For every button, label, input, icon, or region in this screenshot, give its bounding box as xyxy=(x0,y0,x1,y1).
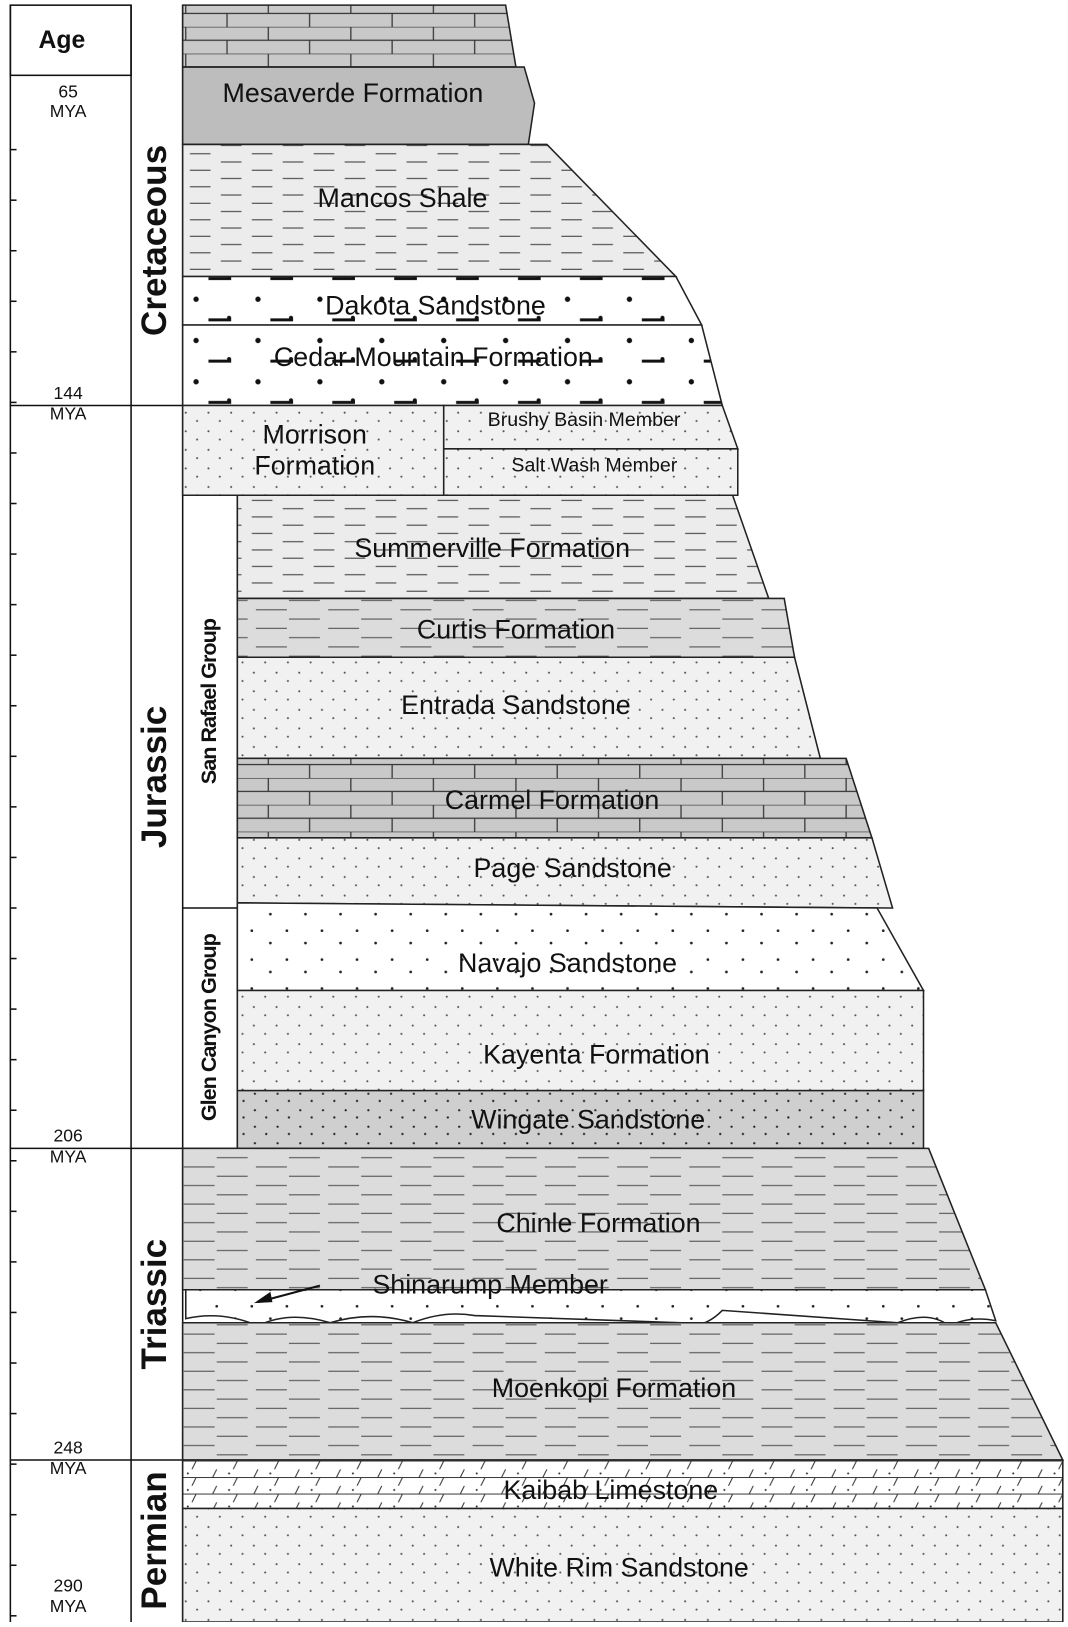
formation-label: Curtis Formation xyxy=(417,615,615,645)
age-value: 144 xyxy=(54,383,84,403)
formation-label: White Rim Sandstone xyxy=(489,1552,748,1582)
age-value: 65 xyxy=(58,82,78,102)
formation-label: Dakota Sandstone xyxy=(325,291,546,321)
age-unit: MYA xyxy=(50,1596,87,1616)
formation-label: Moenkopi Formation xyxy=(492,1373,736,1403)
formation-label: Cedar Mountain Formation xyxy=(274,342,593,372)
age-header: Age xyxy=(39,27,86,54)
age-unit: MYA xyxy=(50,101,87,121)
period-label: Jurassic xyxy=(135,706,174,848)
stratigraphic-column: Age 65 MYA 144 MYA 206 MYA 248 MYA 290 M… xyxy=(0,0,1068,1622)
formation-label-box: Morrison Formation xyxy=(222,411,408,494)
formation-label: Kayenta Formation xyxy=(483,1040,710,1070)
formation-label: Mancos Shale xyxy=(317,183,487,213)
age-unit: MYA xyxy=(50,1146,87,1166)
formation-label: Morrison Formation xyxy=(222,411,408,481)
layer xyxy=(183,5,516,67)
member-label: Salt Wash Member xyxy=(511,455,677,477)
age-unit: MYA xyxy=(50,403,87,423)
member-label: Shinarump Member xyxy=(372,1270,608,1300)
age-unit: MYA xyxy=(50,1458,87,1478)
period-label: Cretaceous xyxy=(135,145,174,336)
page: {"header": {"age": "Age"}, "ages": [ {"v… xyxy=(0,0,1068,1622)
age-value: 248 xyxy=(54,1437,83,1457)
formation-label: Summerville Formation xyxy=(354,533,630,563)
group-label: San Rafael Group xyxy=(196,618,221,784)
formation-label: Page Sandstone xyxy=(474,853,672,883)
period-label: Permian xyxy=(135,1471,174,1609)
formation-label: Carmel Formation xyxy=(445,785,660,815)
period-label: Triassic xyxy=(135,1239,174,1370)
formation-label: Navajo Sandstone xyxy=(458,948,677,978)
formation-label: Entrada Sandstone xyxy=(401,690,631,720)
age-value: 206 xyxy=(54,1126,83,1146)
age-ticks xyxy=(10,150,16,1616)
formation-label: Wingate Sandstone xyxy=(471,1105,705,1135)
formation-label: Chinle Formation xyxy=(496,1208,700,1238)
formation-label: Kaibab Limestone xyxy=(504,1475,719,1505)
group-label: Glen Canyon Group xyxy=(196,933,221,1121)
formation-label: Mesaverde Formation xyxy=(223,78,484,108)
member-label: Brushy Basin Member xyxy=(488,409,681,431)
age-value: 290 xyxy=(54,1576,84,1596)
